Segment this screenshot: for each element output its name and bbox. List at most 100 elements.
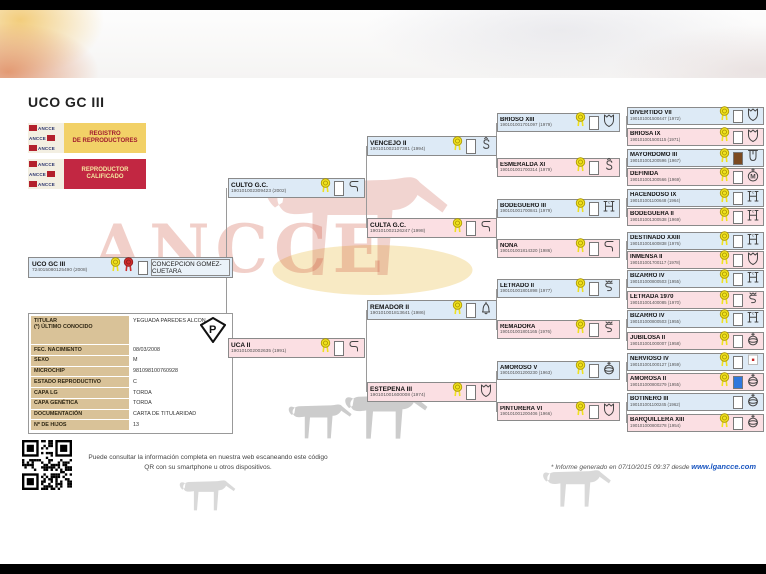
detail-row: DOCUMENTACIÓN CARTA DE TITULARIDAD: [31, 409, 230, 420]
m-circle-brand-icon: M: [746, 167, 760, 188]
rosette-yellow-icon: [719, 206, 730, 228]
detail-label: Nº DE HIJOS: [31, 420, 129, 430]
hook-s-brand-icon: [602, 238, 616, 259]
detail-value: 08/03/2008: [133, 346, 160, 353]
detail-row: SEXO M: [31, 355, 230, 366]
squiggle-brand-icon: [602, 278, 616, 299]
subject-name-block: UCO GC III 724015080125490 (2008): [29, 261, 110, 273]
tree-connector-line: [366, 146, 367, 228]
horse-name: DEFINIDA: [630, 171, 659, 178]
h-brand-brand-icon: c: [746, 207, 760, 228]
horse-code: 190101001400085 (1970): [630, 299, 681, 305]
horse-name: VENCEJO II: [370, 139, 407, 147]
svg-text:P: P: [209, 324, 216, 336]
detail-row: MICROCHIP 981098100760928: [31, 366, 230, 377]
horse-name: CULTA G.C.: [370, 221, 406, 229]
coat-color-swatch: [334, 180, 344, 196]
horse-code: 190101000800503 (1955): [630, 318, 681, 324]
coat-color-swatch: [733, 272, 743, 286]
rosette-yellow-icon: [719, 308, 730, 330]
rosette-yellow-icon: [719, 289, 730, 311]
horse-name: INMENSA II: [630, 254, 663, 261]
pedigree-entry-brioso-xiii: BRIOSO XIII 190101001701097 (1979): [497, 112, 620, 132]
coat-color-swatch: [334, 340, 344, 356]
coat-color-swatch: [733, 395, 743, 409]
horse-code: 190101001801898 (1977): [500, 288, 552, 294]
detail-value: TORDA: [133, 400, 152, 407]
orb-brand-icon: [602, 360, 616, 381]
report-content: ANCCE UCO GC III ANCCE ANCCE ANCCE REGISTR…: [0, 10, 766, 564]
tree-connector-line: [366, 310, 367, 392]
detail-value: CARTA DE TITULARIDAD: [133, 411, 197, 417]
rosette-yellow-icon: [719, 147, 730, 169]
rosette-yellow-icon: [719, 412, 730, 434]
coat-color-swatch: [733, 334, 743, 348]
horse-name: AMOROSO V: [500, 364, 538, 371]
ancce-mini-logo-text: ANCCE: [29, 135, 47, 141]
horse-name: REMADORA: [500, 323, 536, 330]
pedigree-entry-amoroso-v: AMOROSO V 190101001200230 (1963): [497, 360, 620, 381]
pedigree-entry-bizarro-iv: BIZARRO IV 190101000800503 (1955) c: [627, 268, 764, 290]
detail-label: DOCUMENTACIÓN: [31, 409, 129, 420]
horse-name: BOTINERO III: [630, 396, 669, 403]
orb-brand-icon: [746, 331, 760, 352]
shield-brand-icon: [602, 401, 616, 422]
ancce-mini-logo: ANCCE: [28, 123, 64, 133]
rosette-yellow-icon: [452, 299, 463, 321]
detail-row: CAPA LG TORDA: [31, 388, 230, 398]
h-brand-brand-icon: c: [746, 269, 760, 290]
horse-name: MAYORDOMO III: [630, 152, 678, 159]
coat-color-swatch: [589, 115, 599, 130]
h-brand-brand-icon: c: [746, 309, 760, 330]
report-generated-note: * Informe generado en 07/10/2015 09:37 d…: [551, 462, 756, 471]
pedigree-entry-culta-g-c-: CULTA G.C. 190101002126247 (1998): [367, 217, 497, 239]
ancce-horse-logo-icon: [47, 171, 56, 177]
rosette-yellow-icon: [452, 217, 463, 239]
horse-code: 190101001700117 (1978): [630, 259, 681, 265]
tree-connector-line: [626, 362, 627, 382]
horse-name: PINTURERA VI: [500, 405, 543, 412]
ancce-mini-logo-strip: ANCCE ANCCE ANCCE: [28, 159, 64, 189]
subject-horse-row: UCO GC III 724015080125490 (2008) CONCEP…: [28, 257, 233, 278]
coat-color-swatch: [589, 404, 599, 419]
pedigree-entry-definida: DEFINIDA 190101001300566 (1969) M: [627, 166, 764, 188]
pedigree-entry-jubilosa-ii: JUBILOSA II 190101001000007 (1958): [627, 330, 764, 352]
pedigree-entry-briosa-ix: BRIOSA IX 190101001500115 (1971): [627, 126, 764, 146]
horse-code: 190101001801165 (1976): [500, 329, 552, 335]
coat-color-swatch: [733, 151, 743, 165]
ancce-mini-logo: ANCCE: [28, 159, 64, 169]
badge-reproductor-calificado: ANCCE ANCCE ANCCE REPRODUCTOR CALIFICADO: [28, 159, 146, 189]
coat-color-swatch: [733, 293, 743, 307]
horse-code: 190101000800503 (1955): [630, 278, 681, 284]
pedigree-entry-pinturera-vi: PINTURERA VI 190101001200406 (1966): [497, 401, 620, 422]
squiggle-brand-icon: [602, 319, 616, 340]
badge-registro-label: REGISTRO DE REPRODUCTORES: [64, 123, 146, 153]
shield-brand-icon: [746, 250, 760, 271]
coat-color-swatch: [733, 170, 743, 184]
horse-code: 190101001600838 (1976): [630, 240, 681, 246]
ancce-mini-logo-strip: ANCCE ANCCE ANCCE: [28, 123, 64, 153]
svg-text:c: c: [752, 189, 755, 194]
horse-silhouette-footer-left: [179, 480, 236, 511]
horse-name: BRIOSO XIII: [500, 116, 535, 123]
bell-brand-icon: [479, 300, 493, 321]
svg-text:c: c: [752, 310, 755, 315]
coat-color-swatch: [733, 416, 743, 430]
coat-color-swatch: [589, 160, 599, 175]
pedigree-entry-amorosa-ii: AMOROSA II 190101000800279 (1955): [627, 371, 764, 393]
coat-color-swatch: [466, 302, 476, 318]
rosette-yellow-icon: [575, 401, 586, 422]
lgancce-link[interactable]: www.lgancce.com: [691, 462, 756, 471]
rosette-yellow-icon: [320, 337, 331, 359]
svg-text:M: M: [750, 173, 755, 180]
pedigree-entry-divertido-vii: DIVERTIDO VII 190101001500447 (1972): [627, 105, 764, 125]
ancce-horse-logo-icon: [29, 145, 37, 151]
horse-name: BIZARRO IV: [630, 273, 665, 280]
tree-connector-line: [626, 319, 627, 341]
rosette-yellow-icon: [719, 371, 730, 393]
horse-name: LETRADA 1970: [630, 294, 674, 301]
rosette-yellow-icon: [575, 198, 586, 219]
detail-value: 13: [133, 421, 139, 428]
rosette-yellow-icon: [719, 351, 730, 373]
pedigree-entry-esmeralda-xi: ESMERALDA XI 190101001700314 (1979): [497, 157, 620, 177]
